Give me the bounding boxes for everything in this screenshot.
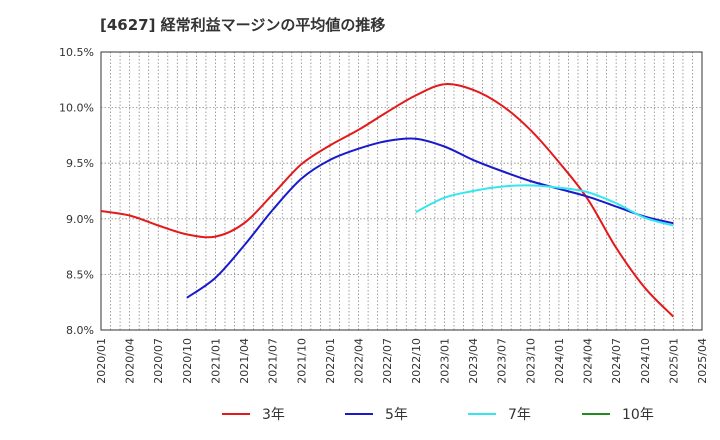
- x-tick-label: 2024/10: [639, 338, 652, 384]
- series-line-3: [415, 184, 674, 227]
- legend-label-2: 5年: [385, 407, 408, 423]
- series-lines: [100, 83, 675, 318]
- series-line-2: [186, 137, 674, 299]
- x-tick-label: 2024/04: [582, 338, 595, 384]
- legend-label-3: 7年: [508, 407, 531, 423]
- y-tick-label: 8.5%: [66, 268, 94, 281]
- y-tick-label: 9.0%: [66, 213, 94, 226]
- x-tick-label: 2023/01: [438, 338, 451, 384]
- x-tick-label: 2020/10: [181, 338, 194, 384]
- y-tick-label: 10.0%: [59, 102, 94, 115]
- x-tick-label: 2022/01: [324, 338, 337, 384]
- x-tick-label: 2022/07: [381, 338, 394, 384]
- y-tick-label: 10.5%: [59, 46, 94, 59]
- x-tick-label: 2021/10: [295, 338, 308, 384]
- x-tick-label: 2025/01: [667, 338, 680, 384]
- y-tick-label: 9.5%: [66, 157, 94, 170]
- y-tick-label: 8.0%: [66, 324, 94, 337]
- chart-title: [4627] 経常利益マージンの平均値の推移: [100, 16, 386, 34]
- grid: [101, 52, 702, 330]
- legend-label-1: 3年: [262, 407, 285, 423]
- x-tick-label: 2021/07: [267, 338, 280, 384]
- x-axis: 2020/01 2020/04 2020/07 2020/10 2021/01 2021/…: [95, 338, 709, 384]
- legend: 3年 5年 7年 10年: [222, 407, 654, 423]
- plot-frame: [100, 51, 703, 331]
- x-tick-label: 2024/07: [610, 338, 623, 384]
- legend-label-4: 10年: [622, 407, 654, 423]
- x-tick-label: 2025/04: [696, 338, 709, 384]
- x-tick-label: 2023/04: [467, 338, 480, 384]
- y-axis: 8.0% 8.5% 9.0% 9.5% 10.0% 10.5%: [59, 46, 94, 337]
- x-tick-label: 2020/01: [95, 338, 108, 384]
- x-tick-label: 2020/07: [152, 338, 165, 384]
- x-tick-label: 2020/04: [124, 338, 137, 384]
- series-line-1: [100, 83, 675, 318]
- x-tick-label: 2023/07: [496, 338, 509, 384]
- x-tick-label: 2021/04: [238, 338, 251, 384]
- x-tick-label: 2024/01: [553, 338, 566, 384]
- x-tick-label: 2023/10: [524, 338, 537, 384]
- x-tick-label: 2021/01: [209, 338, 222, 384]
- x-tick-label: 2022/10: [410, 338, 423, 384]
- x-tick-label: 2022/04: [353, 338, 366, 384]
